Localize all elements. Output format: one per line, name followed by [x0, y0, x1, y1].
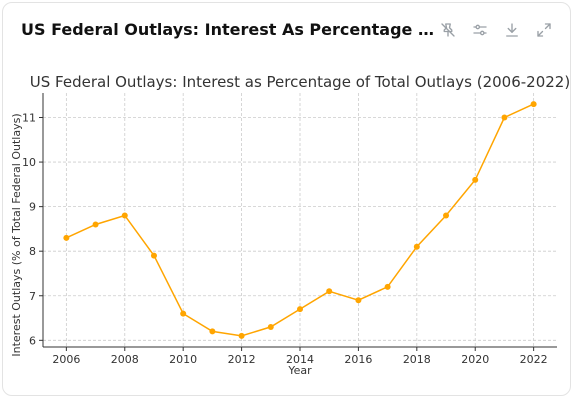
x-tick-label: 2014: [286, 353, 314, 366]
card-title: US Federal Outlays: Interest As Percenta…: [21, 20, 441, 39]
x-tick-label: 2018: [403, 353, 431, 366]
x-tick-label: 2016: [344, 353, 372, 366]
data-point: [297, 306, 303, 313]
line-chart: US Federal Outlays: Interest as Percenta…: [0, 60, 575, 380]
toolbar: [436, 18, 556, 42]
data-point: [238, 332, 245, 339]
x-tick-label: 2010: [169, 353, 197, 366]
data-point: [413, 243, 420, 250]
chart-svg: US Federal Outlays: Interest as Percenta…: [10, 73, 570, 377]
data-point: [267, 323, 274, 330]
x-axis-label: Year: [287, 364, 312, 377]
y-tick-label: 7: [29, 290, 36, 303]
y-tick-label: 6: [29, 334, 36, 347]
data-point: [530, 101, 537, 108]
data-point: [472, 176, 479, 183]
data-point: [501, 114, 508, 121]
data-point: [209, 328, 216, 335]
data-point: [150, 252, 157, 259]
expand-icon[interactable]: [532, 18, 556, 42]
data-point: [355, 297, 362, 304]
tick-labels: 2006 2008 2010 2012 2014 2016 2018 2020 2022 6 7 8 9…: [22, 112, 548, 366]
y-tick-label: 8: [29, 245, 36, 258]
data-point: [121, 212, 128, 219]
x-tick-label: 2022: [520, 353, 548, 366]
data-point: [63, 234, 70, 241]
download-icon[interactable]: [500, 18, 524, 42]
x-tick-label: 2008: [111, 353, 139, 366]
chart-title: US Federal Outlays: Interest as Percenta…: [30, 73, 570, 91]
data-point: [180, 310, 187, 317]
data-point: [326, 288, 333, 295]
chart-card: US Federal Outlays: Interest As Percenta…: [2, 2, 571, 396]
x-tick-label: 2020: [461, 353, 489, 366]
pin-off-icon[interactable]: [436, 18, 460, 42]
y-tick-label: 10: [22, 156, 36, 169]
x-tick-label: 2012: [228, 353, 256, 366]
y-tick-label: 9: [29, 201, 36, 214]
axes: [39, 93, 557, 351]
x-tick-label: 2006: [52, 353, 80, 366]
y-tick-label: 11: [22, 112, 36, 125]
y-axis-label: Interest Outlays (% of Total Federal Out…: [10, 113, 23, 356]
series-points: [63, 101, 537, 339]
sliders-icon[interactable]: [468, 18, 492, 42]
card-header: US Federal Outlays: Interest As Percenta…: [21, 18, 556, 46]
data-point: [443, 212, 450, 219]
data-point: [92, 221, 99, 228]
data-point: [384, 283, 391, 290]
grid-lines: [43, 93, 557, 347]
